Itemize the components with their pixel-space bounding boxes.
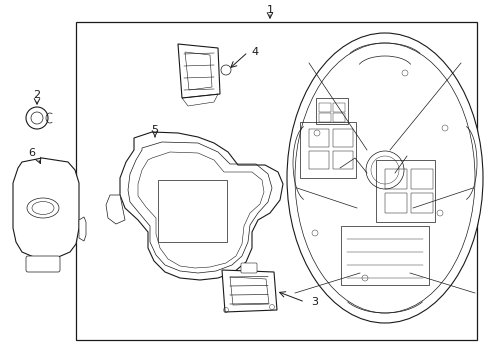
- Text: 5: 5: [151, 125, 158, 135]
- Text: 6: 6: [28, 148, 35, 158]
- FancyBboxPatch shape: [241, 263, 257, 273]
- Bar: [76, 22, 477, 340]
- Ellipse shape: [221, 65, 231, 75]
- Polygon shape: [13, 158, 79, 258]
- Text: 2: 2: [33, 90, 41, 100]
- Text: 4: 4: [251, 47, 259, 57]
- Polygon shape: [106, 195, 125, 224]
- Polygon shape: [79, 217, 86, 241]
- Polygon shape: [222, 270, 277, 312]
- Polygon shape: [120, 132, 283, 280]
- Text: 3: 3: [312, 297, 318, 307]
- FancyBboxPatch shape: [26, 256, 60, 272]
- Ellipse shape: [287, 33, 483, 323]
- Polygon shape: [178, 44, 220, 98]
- Ellipse shape: [26, 107, 48, 129]
- Text: 1: 1: [267, 5, 273, 15]
